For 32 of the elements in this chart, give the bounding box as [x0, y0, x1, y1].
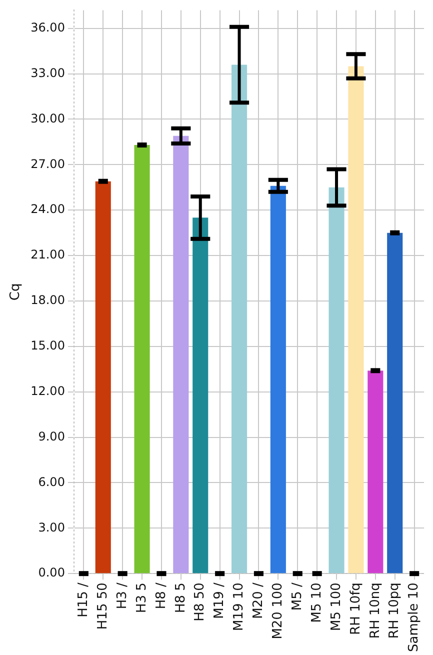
- y-axis-title: Cq: [8, 283, 24, 301]
- x-tick-label: M19 /: [212, 582, 228, 619]
- y-tick-label: 9.00: [38, 429, 65, 444]
- x-tick-label: M20 /: [251, 582, 266, 619]
- x-tick-label: H8 50: [192, 582, 208, 622]
- x-tick-label: H15 50: [96, 582, 111, 630]
- x-tick-label: M5 100: [328, 582, 344, 632]
- y-tick-label: 12.00: [30, 384, 65, 398]
- x-tick-label: H3 /: [114, 582, 130, 610]
- x-tick-label: M19 10: [232, 582, 247, 632]
- y-tick-label: 24.00: [30, 202, 65, 216]
- y-tick-label: 30.00: [30, 111, 65, 126]
- x-tick-label: M20 100: [270, 582, 286, 640]
- y-tick-label: 6.00: [38, 474, 65, 489]
- x-tick-label: H8 /: [154, 582, 169, 610]
- y-tick-label: 33.00: [30, 66, 65, 80]
- y-tick-label: 0.00: [38, 566, 65, 580]
- y-tick-label: 27.00: [30, 156, 65, 171]
- y-tick-label: 18.00: [30, 293, 65, 308]
- x-tick-label: M5 /: [290, 582, 305, 611]
- y-tick-label: 15.00: [30, 338, 65, 353]
- x-tick-label: H15 /: [76, 582, 92, 618]
- y-tick-label: 36.00: [30, 20, 65, 34]
- x-tick-label: RH 10fq: [348, 582, 364, 635]
- x-tick-label: RH 10nq: [368, 582, 383, 639]
- x-tick-label: M5 10: [309, 582, 324, 623]
- x-tick-label: H8 5: [173, 582, 188, 614]
- y-tick-label: 21.00: [30, 248, 65, 262]
- x-tick-label: H3 5: [134, 582, 150, 614]
- y-tick-label: 3.00: [38, 520, 65, 534]
- x-tick-label: RH 10pq: [387, 582, 402, 639]
- x-tick-label: Sample 10: [406, 582, 422, 652]
